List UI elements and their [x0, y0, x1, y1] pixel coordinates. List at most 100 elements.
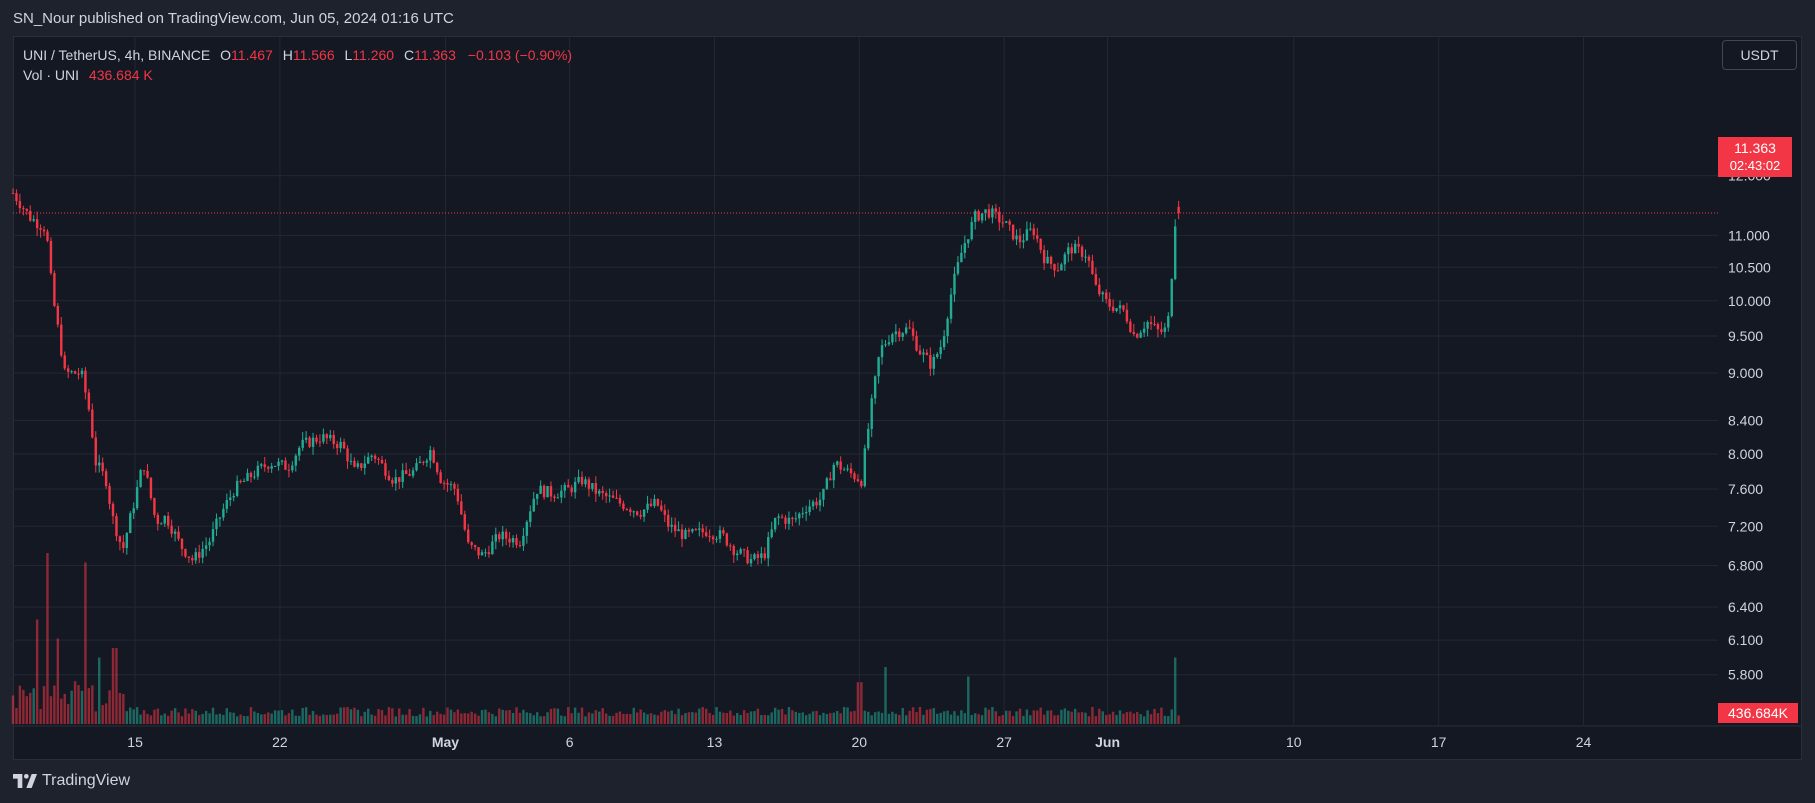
volume-bar: [501, 709, 504, 724]
volume-bar: [270, 713, 273, 724]
candle-body: [535, 493, 539, 499]
volume-bar: [711, 714, 715, 724]
candle-body: [1004, 221, 1008, 223]
volume-badge: 436.684K: [1718, 703, 1798, 723]
candle-body: [860, 481, 863, 487]
volume-bar: [229, 712, 232, 724]
candle-body: [749, 559, 753, 564]
candle-body: [287, 469, 291, 471]
volume-bar: [304, 707, 308, 724]
candle-body: [673, 524, 677, 532]
candle-body: [1077, 243, 1080, 247]
candle-body: [373, 455, 377, 459]
chart-frame[interactable]: [13, 36, 1802, 760]
candle-body: [687, 529, 691, 532]
volume-bar: [491, 713, 494, 724]
candle-body: [1108, 299, 1111, 307]
candle-body: [187, 556, 191, 558]
volume-bar: [239, 714, 242, 724]
volume-bar: [1101, 711, 1104, 724]
candle-body: [967, 239, 970, 244]
volume-bar: [70, 690, 73, 724]
candle-body: [270, 466, 273, 469]
volume-bar: [311, 710, 315, 724]
candle-body: [1160, 329, 1163, 332]
candle-body: [1087, 256, 1091, 261]
volume-bar: [542, 716, 546, 724]
candle-body: [201, 548, 204, 558]
volume-bar: [132, 709, 135, 724]
candle-body: [715, 538, 718, 540]
volume-bar: [1025, 709, 1029, 724]
volume-bar: [263, 714, 266, 724]
volume-bar: [1167, 716, 1170, 724]
volume-bar: [646, 714, 649, 724]
currency-button[interactable]: USDT: [1722, 40, 1797, 70]
volume-bar: [56, 638, 60, 724]
candle-body: [911, 328, 915, 336]
volume-bar: [736, 713, 739, 724]
x-tick-label: 15: [127, 734, 143, 750]
candle-body: [511, 538, 515, 543]
volume-bar: [942, 711, 946, 724]
candle-body: [291, 465, 294, 471]
candle-body: [632, 511, 635, 513]
volume-bar: [532, 715, 535, 724]
volume-bar: [1108, 714, 1111, 724]
candle-body: [956, 262, 960, 274]
volume-bar: [573, 707, 577, 724]
volume-bar: [677, 708, 680, 724]
candle-body: [1084, 256, 1087, 258]
candle-body: [346, 448, 349, 462]
candle-body: [942, 336, 946, 348]
footer-brand[interactable]: TradingView: [13, 772, 130, 790]
candle-body: [1018, 235, 1022, 243]
volume-label[interactable]: Vol · UNI: [23, 67, 80, 83]
volume-bar: [391, 708, 394, 724]
candle-body: [342, 441, 346, 449]
candle-body: [280, 460, 284, 462]
volume-bar: [1136, 711, 1139, 724]
candle-body: [991, 208, 994, 218]
volume-bar: [201, 713, 204, 724]
candle-body: [411, 470, 415, 476]
volume-bar: [11, 695, 15, 724]
volume-bar: [349, 709, 353, 724]
volume-bar: [15, 708, 18, 724]
candle-body: [480, 552, 484, 556]
volume-bar: [484, 709, 487, 724]
volume-bar: [756, 708, 760, 724]
volume-bar: [1008, 710, 1011, 724]
candle-body: [435, 462, 439, 473]
candle-body: [936, 354, 939, 358]
volume-bar: [849, 711, 853, 724]
candle-body: [339, 441, 342, 449]
volume-bar: [42, 686, 46, 724]
volume-bar: [273, 710, 277, 724]
candle-body: [160, 523, 163, 525]
volume-bar: [684, 713, 687, 724]
candle-body: [725, 533, 729, 546]
volume-bar: [1073, 708, 1077, 724]
candle-body: [273, 465, 277, 467]
candle-body: [604, 493, 608, 497]
volume-bar: [242, 716, 246, 724]
volume-bar: [511, 712, 515, 724]
volume-bar: [922, 714, 925, 724]
volume-bar: [1084, 712, 1087, 724]
volume-bar: [80, 690, 84, 724]
candle-body: [904, 327, 908, 334]
candle-body: [456, 488, 460, 502]
volume-bar: [1056, 715, 1060, 724]
candle-body: [691, 529, 694, 532]
candle-body: [998, 211, 1001, 223]
volume-bar: [294, 715, 297, 724]
candle-body: [1115, 308, 1118, 312]
candle-body: [701, 528, 704, 533]
candle-body: [32, 219, 35, 221]
volume-bar: [939, 712, 942, 724]
symbol-label[interactable]: UNI / TetherUS, 4h, BINANCE: [23, 47, 211, 63]
candle-body: [242, 480, 246, 482]
candle-body: [736, 553, 739, 556]
